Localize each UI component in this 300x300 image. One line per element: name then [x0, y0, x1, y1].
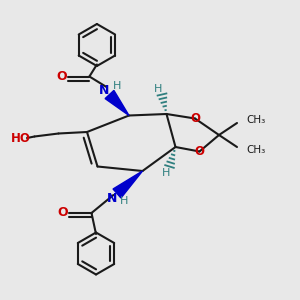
- Text: H: H: [120, 196, 129, 206]
- Text: HO: HO: [11, 132, 30, 145]
- Text: CH₃: CH₃: [246, 115, 265, 125]
- Text: H: H: [162, 167, 170, 178]
- Text: H: H: [113, 81, 121, 92]
- Text: O: O: [190, 112, 200, 125]
- Text: H: H: [154, 83, 163, 94]
- Text: N: N: [107, 191, 117, 205]
- Text: O: O: [194, 145, 205, 158]
- Text: O: O: [58, 206, 68, 220]
- Polygon shape: [113, 171, 142, 198]
- Polygon shape: [105, 90, 129, 116]
- Text: CH₃: CH₃: [246, 145, 265, 155]
- Text: O: O: [56, 70, 67, 83]
- Text: N: N: [99, 83, 110, 97]
